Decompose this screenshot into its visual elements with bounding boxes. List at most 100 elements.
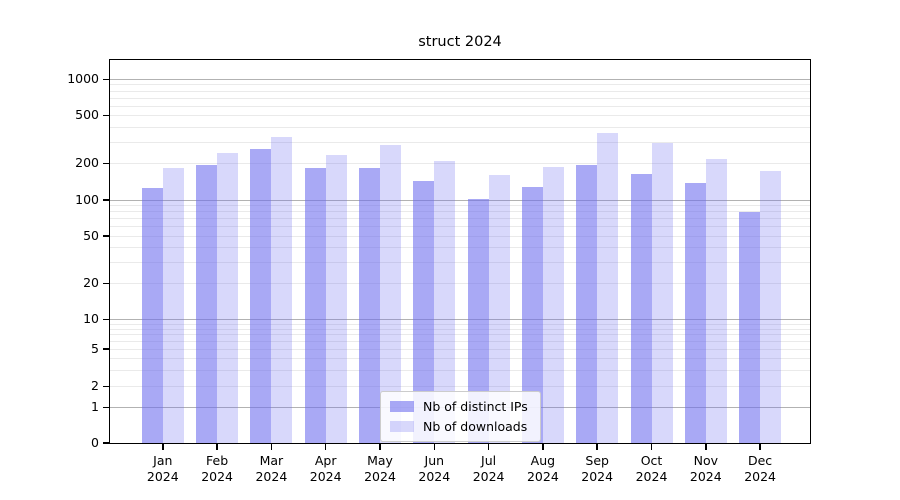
gridline-3 xyxy=(110,369,810,371)
bar-downloads-nov xyxy=(705,158,727,443)
gridline-800 xyxy=(110,90,810,92)
gridline-50 xyxy=(110,235,810,237)
gridline-900 xyxy=(110,84,810,86)
bar-downloads-jul xyxy=(488,174,510,443)
bar-distinct-ips-feb xyxy=(196,164,218,443)
y-tick-label-1000: 1000 xyxy=(67,70,99,86)
y-tick-label-500: 500 xyxy=(75,107,99,123)
gridline-30 xyxy=(110,262,810,263)
bar-distinct-ips-oct xyxy=(630,174,652,443)
x-tick-label-nov: Nov 2024 xyxy=(689,453,722,484)
x-tick-label-may: May 2024 xyxy=(364,453,396,484)
x-tick-sep xyxy=(596,444,598,450)
x-tick-label-oct: Oct 2024 xyxy=(635,453,668,484)
x-tick-label-jul: Jul 2024 xyxy=(472,453,505,484)
gridline-20 xyxy=(110,283,810,284)
gridline-80 xyxy=(110,211,810,213)
y-tick-50 xyxy=(103,235,109,237)
x-tick-feb xyxy=(216,444,218,450)
bar-distinct-ips-may xyxy=(359,168,380,443)
x-tick-jul xyxy=(487,444,490,450)
gridline-8 xyxy=(110,328,810,330)
gridline-700 xyxy=(110,97,810,99)
bar-distinct-ips-apr xyxy=(304,168,326,443)
legend: Nb of distinct IPs Nb of downloads xyxy=(380,391,541,442)
y-tick-10 xyxy=(103,318,109,321)
y-tick-200 xyxy=(103,162,109,165)
bar-downloads-dec xyxy=(760,171,782,443)
gridline-200 xyxy=(110,163,810,165)
gridline-90 xyxy=(110,205,810,206)
y-tick-0 xyxy=(103,442,109,444)
bar-distinct-ips-jan xyxy=(141,188,163,443)
bar-distinct-ips-jun xyxy=(413,180,435,443)
x-tick-mar xyxy=(270,444,273,450)
chart-title: struct 2024 xyxy=(418,34,502,50)
legend-swatch-distinct-ips xyxy=(390,401,414,412)
bar-downloads-oct xyxy=(651,143,673,443)
x-tick-may xyxy=(379,444,381,450)
bar-downloads-apr xyxy=(325,155,347,443)
x-tick-apr xyxy=(324,444,327,450)
bar-distinct-ips-nov xyxy=(684,182,706,443)
bar-downloads-jan xyxy=(162,167,184,443)
y-tick-label-5: 5 xyxy=(91,340,99,356)
bar-distinct-ips-mar xyxy=(250,149,272,443)
bar-distinct-ips-dec xyxy=(739,211,761,443)
gridline-400 xyxy=(110,126,810,128)
gridline-10 xyxy=(110,319,810,320)
gridline-60 xyxy=(110,226,810,227)
x-tick-jun xyxy=(433,444,436,450)
gridline-70 xyxy=(110,218,810,219)
x-tick-label-apr: Apr 2024 xyxy=(309,453,342,484)
x-tick-label-jun: Jun 2024 xyxy=(418,453,451,484)
y-tick-label-100: 100 xyxy=(75,191,99,207)
y-tick-100 xyxy=(103,199,109,201)
gridline-5 xyxy=(110,348,810,350)
y-tick-500 xyxy=(103,114,109,117)
x-tick-label-feb: Feb 2024 xyxy=(201,453,233,484)
bar-downloads-aug xyxy=(542,166,564,443)
gridline-100 xyxy=(110,199,810,201)
bar-downloads-may xyxy=(380,144,401,443)
y-tick-5 xyxy=(103,348,109,350)
x-tick-label-dec: Dec 2024 xyxy=(744,453,776,484)
legend-swatch-downloads xyxy=(390,421,414,432)
x-tick-label-jan: Jan 2024 xyxy=(146,453,179,484)
bar-distinct-ips-jul xyxy=(467,199,489,443)
y-tick-label-20: 20 xyxy=(83,275,99,290)
gridline-9 xyxy=(110,323,810,325)
x-tick-label-sep: Sep 2024 xyxy=(581,453,614,484)
plot-area: Nb of distinct IPs Nb of downloads xyxy=(109,59,811,444)
legend-label-downloads: Nb of downloads xyxy=(423,419,528,434)
y-tick-label-2: 2 xyxy=(91,378,99,394)
gridline-1000 xyxy=(110,78,810,80)
y-tick-label-200: 200 xyxy=(75,155,99,171)
legend-item-downloads: Nb of downloads xyxy=(390,419,528,434)
gridline-500 xyxy=(110,115,810,117)
x-tick-label-mar: Mar 2024 xyxy=(255,453,288,484)
x-tick-nov xyxy=(705,444,707,450)
gridline-40 xyxy=(110,247,810,249)
bar-downloads-feb xyxy=(217,152,239,443)
x-tick-oct xyxy=(650,444,653,450)
y-tick-1000 xyxy=(103,78,109,81)
bar-downloads-sep xyxy=(597,132,619,443)
gridline-300 xyxy=(110,141,810,143)
legend-item-distinct-ips: Nb of distinct IPs xyxy=(390,399,528,414)
bar-distinct-ips-sep xyxy=(576,165,598,443)
x-tick-dec xyxy=(759,444,761,450)
legend-label-distinct-ips: Nb of distinct IPs xyxy=(423,399,528,414)
bar-downloads-mar xyxy=(271,137,293,443)
gridline-7 xyxy=(110,334,810,336)
gridline-6 xyxy=(110,340,810,342)
y-tick-label-0: 0 xyxy=(91,434,99,450)
gridline-2 xyxy=(110,386,810,388)
bar-downloads-jun xyxy=(434,161,456,443)
y-tick-label-1: 1 xyxy=(91,398,99,414)
y-tick-label-10: 10 xyxy=(83,311,99,326)
y-tick-20 xyxy=(103,282,109,285)
bar-distinct-ips-aug xyxy=(521,187,543,443)
x-tick-jan xyxy=(162,444,164,450)
y-tick-2 xyxy=(103,385,109,388)
